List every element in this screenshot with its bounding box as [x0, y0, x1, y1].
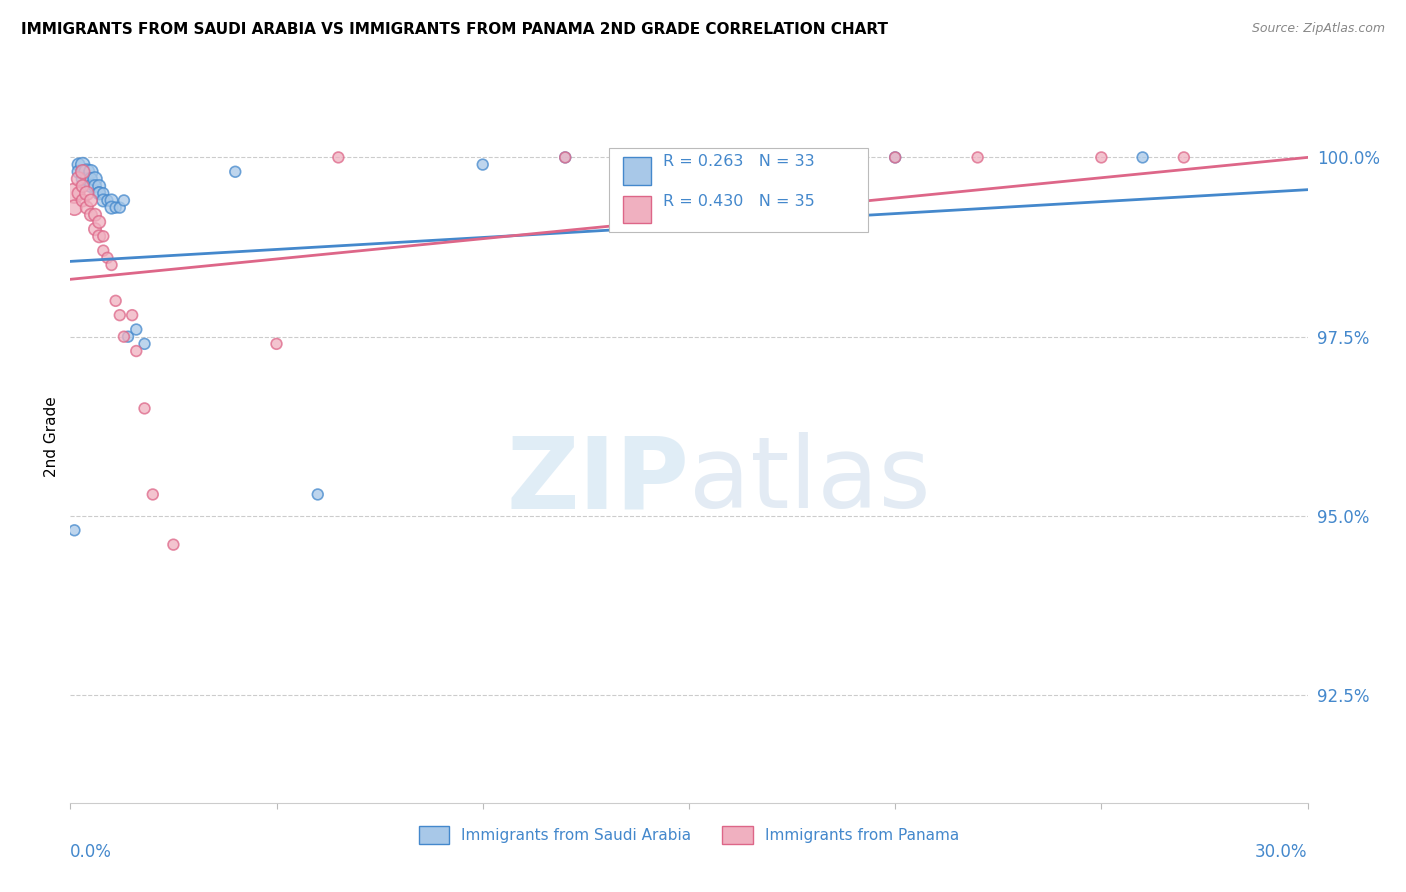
Point	[72, 194, 94, 208]
Point	[89, 229, 111, 244]
Point	[80, 172, 103, 186]
Point	[1090, 150, 1112, 164]
Bar	[623, 157, 651, 185]
Text: atlas: atlas	[689, 433, 931, 530]
Point	[125, 322, 148, 336]
Text: R = 0.263   N = 33: R = 0.263 N = 33	[664, 154, 814, 169]
Text: IMMIGRANTS FROM SAUDI ARABIA VS IMMIGRANTS FROM PANAMA 2ND GRADE CORRELATION CHA: IMMIGRANTS FROM SAUDI ARABIA VS IMMIGRAN…	[21, 22, 889, 37]
Bar	[623, 195, 651, 224]
Point	[84, 172, 107, 186]
Point	[91, 186, 114, 201]
Point	[72, 172, 94, 186]
Point	[125, 344, 148, 359]
Point	[108, 308, 131, 322]
Legend: Immigrants from Saudi Arabia, Immigrants from Panama: Immigrants from Saudi Arabia, Immigrants…	[412, 820, 966, 850]
Point	[76, 186, 98, 201]
Text: R = 0.430   N = 35: R = 0.430 N = 35	[664, 194, 814, 209]
Point	[100, 258, 122, 272]
Point	[134, 401, 156, 416]
Point	[76, 201, 98, 215]
Point	[91, 244, 114, 258]
Y-axis label: 2nd Grade: 2nd Grade	[44, 397, 59, 477]
Point	[67, 186, 90, 201]
Point	[1173, 150, 1195, 164]
Point	[117, 329, 139, 343]
Point	[307, 487, 329, 501]
FancyBboxPatch shape	[609, 148, 869, 232]
Point	[96, 251, 118, 265]
Point	[67, 158, 90, 172]
Point	[801, 150, 824, 164]
Point	[89, 186, 111, 201]
Point	[63, 201, 86, 215]
Point	[89, 215, 111, 229]
Point	[100, 201, 122, 215]
Point	[67, 172, 90, 186]
Point	[80, 208, 103, 222]
Point	[554, 150, 576, 164]
Point	[84, 222, 107, 236]
Point	[224, 165, 246, 179]
Point	[63, 524, 86, 538]
Text: 30.0%: 30.0%	[1256, 843, 1308, 861]
Point	[89, 186, 111, 201]
Point	[72, 158, 94, 172]
Point	[91, 194, 114, 208]
Point	[104, 293, 127, 308]
Point	[1132, 150, 1154, 164]
Point	[554, 150, 576, 164]
Point	[72, 165, 94, 179]
Point	[63, 186, 86, 201]
Point	[89, 179, 111, 194]
Point	[76, 165, 98, 179]
Point	[108, 201, 131, 215]
Point	[72, 165, 94, 179]
Point	[76, 172, 98, 186]
Point	[100, 194, 122, 208]
Point	[162, 538, 184, 552]
Point	[142, 487, 165, 501]
Point	[80, 165, 103, 179]
Point	[884, 150, 907, 164]
Point	[96, 194, 118, 208]
Point	[80, 179, 103, 194]
Point	[84, 208, 107, 222]
Point	[80, 194, 103, 208]
Point	[266, 336, 288, 351]
Point	[112, 329, 135, 343]
Point	[966, 150, 988, 164]
Text: Source: ZipAtlas.com: Source: ZipAtlas.com	[1251, 22, 1385, 36]
Point	[84, 179, 107, 194]
Point	[471, 158, 494, 172]
Point	[112, 194, 135, 208]
Point	[67, 165, 90, 179]
Text: ZIP: ZIP	[506, 433, 689, 530]
Point	[884, 150, 907, 164]
Point	[134, 336, 156, 351]
Point	[91, 229, 114, 244]
Point	[104, 201, 127, 215]
Point	[121, 308, 143, 322]
Point	[328, 150, 350, 164]
Text: 0.0%: 0.0%	[70, 843, 112, 861]
Point	[72, 179, 94, 194]
